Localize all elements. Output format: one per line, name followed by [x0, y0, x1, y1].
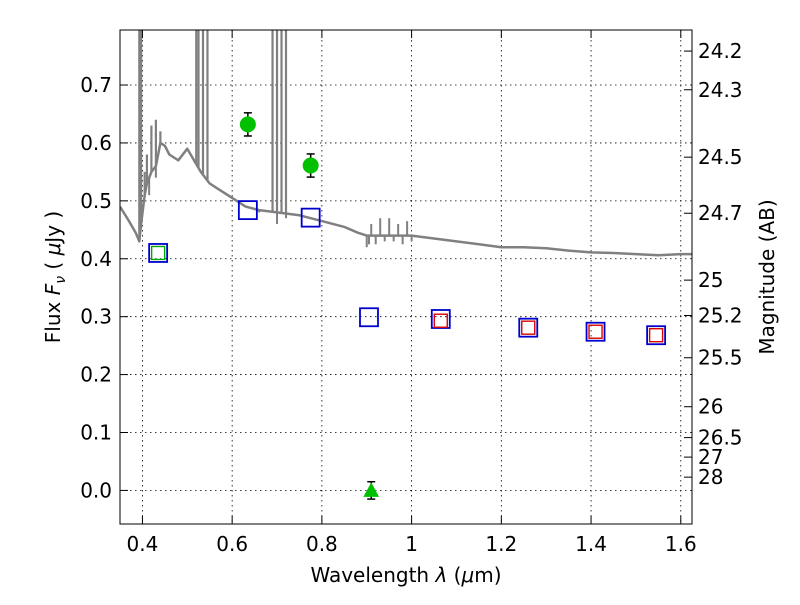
inner-photometry-square	[648, 328, 664, 343]
y-tick-label: 0.6	[80, 131, 112, 155]
y2-tick-label: 26.5	[698, 426, 743, 450]
model-photometry-square	[237, 200, 258, 221]
inner-photometry-square	[433, 313, 448, 328]
model-photometry-square	[359, 307, 379, 328]
model-photometry-square	[148, 243, 169, 263]
x-tick-label: 1.2	[485, 532, 517, 556]
inner-photometry-square	[150, 245, 166, 261]
y2-tick-label: 26	[698, 395, 723, 419]
observed-flux-point	[302, 157, 319, 174]
y-axis-title: Flux Fν ( μJy )	[41, 211, 69, 343]
inner-photometry-square	[588, 324, 603, 339]
y-tick-label: 0.2	[80, 363, 112, 387]
x-tick-label: 0.8	[306, 532, 338, 556]
model-photometry-square	[646, 325, 667, 346]
x-tick-label: 0.4	[127, 532, 159, 556]
y2-tick-label: 25.5	[698, 346, 743, 370]
y2-tick-label: 24.2	[698, 39, 743, 63]
y2-tick-label: 24.5	[698, 145, 743, 169]
y-tick-label: 0.0	[80, 478, 112, 502]
x-axis-title: Wavelength λ (μm)	[310, 563, 501, 587]
x-tick-label: 0.6	[216, 532, 248, 556]
observed-upper-limit-triangle	[363, 482, 380, 497]
model-photometry-square	[585, 321, 606, 342]
y2-tick-label: 28	[698, 465, 723, 489]
plot-frame	[119, 29, 693, 525]
y-tick-label: 0.1	[80, 420, 112, 444]
model-spectrum-line	[120, 141, 692, 257]
observed-flux-point	[239, 116, 256, 133]
x-tick-label: 1	[405, 532, 418, 556]
y2-tick-label: 24.3	[698, 78, 743, 102]
y2-tick-label: 24.7	[698, 201, 743, 225]
y-tick-label: 0.7	[80, 73, 112, 97]
y2-tick-label: 25.2	[698, 304, 743, 328]
model-photometry-square	[518, 317, 539, 338]
y-tick-label: 0.5	[80, 189, 112, 213]
y2-tick-label: 27	[698, 445, 723, 469]
y-tick-label: 0.3	[80, 305, 112, 329]
x-tick-label: 1.6	[665, 532, 697, 556]
x-tick-label: 1.4	[575, 532, 607, 556]
y2-axis-title: Magnitude (AB)	[755, 199, 779, 354]
y2-tick-label: 25	[698, 268, 723, 292]
model-photometry-square	[430, 309, 451, 329]
inner-photometry-square	[521, 320, 536, 335]
y-tick-label: 0.4	[80, 247, 112, 271]
model-photometry-square	[300, 207, 321, 228]
